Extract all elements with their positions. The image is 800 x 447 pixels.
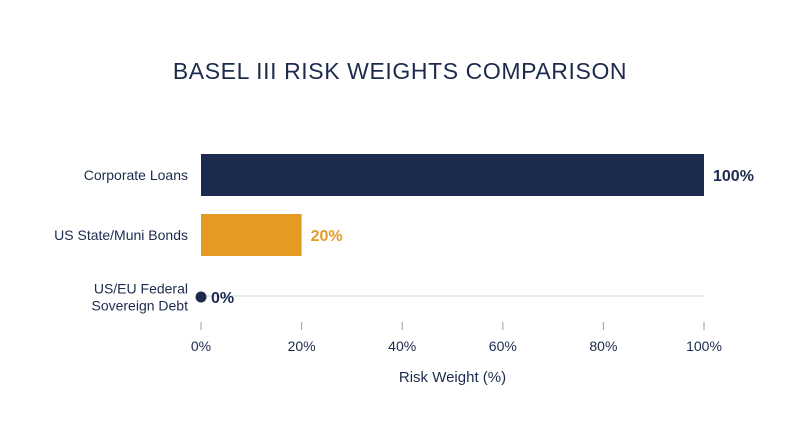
- bar: [201, 214, 302, 256]
- category-label: US State/Muni Bonds: [54, 227, 188, 243]
- bar-zero-marker: [195, 291, 207, 303]
- x-tick-label: 80%: [589, 338, 617, 354]
- x-tick-label: 100%: [686, 338, 722, 354]
- category-label: Sovereign Debt: [91, 298, 188, 314]
- x-tick-label: 0%: [191, 338, 211, 354]
- chart-title: BASEL III RISK WEIGHTS COMPARISON: [172, 58, 628, 84]
- category-label: US/EU Federal: [94, 281, 188, 297]
- x-axis-label: Risk Weight (%): [398, 369, 507, 386]
- value-label: 0%: [211, 290, 234, 307]
- value-label: 100%: [713, 168, 754, 185]
- x-tick-label: 20%: [288, 338, 316, 354]
- x-tick-label: 40%: [388, 338, 416, 354]
- value-label: 20%: [311, 228, 343, 245]
- category-label: Corporate Loans: [84, 167, 188, 183]
- x-tick-label: 60%: [489, 338, 517, 354]
- bar: [201, 154, 704, 196]
